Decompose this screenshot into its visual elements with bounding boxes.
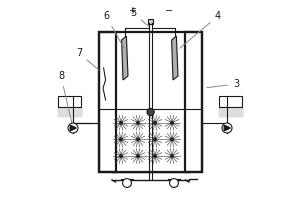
Circle shape	[154, 155, 156, 157]
Bar	[99, 32, 202, 172]
Circle shape	[120, 138, 122, 141]
Bar	[185, 32, 202, 172]
Polygon shape	[224, 125, 230, 131]
Polygon shape	[172, 36, 178, 80]
Text: +: +	[128, 6, 136, 16]
Bar	[58, 96, 81, 116]
Circle shape	[171, 122, 173, 124]
Text: 6: 6	[103, 11, 124, 48]
Circle shape	[169, 179, 178, 187]
Text: 7: 7	[76, 48, 99, 70]
Text: −: −	[165, 6, 173, 16]
Circle shape	[137, 122, 139, 124]
Text: 3: 3	[207, 79, 239, 89]
Polygon shape	[122, 36, 128, 80]
Circle shape	[68, 123, 78, 133]
Circle shape	[222, 123, 232, 133]
Circle shape	[171, 138, 173, 141]
Text: 4: 4	[180, 11, 221, 48]
Circle shape	[123, 179, 131, 187]
Circle shape	[120, 155, 122, 157]
Circle shape	[137, 138, 139, 141]
Bar	[219, 96, 242, 116]
Circle shape	[154, 122, 156, 124]
Circle shape	[171, 155, 173, 157]
Circle shape	[154, 138, 156, 141]
Text: 5: 5	[130, 8, 148, 26]
Bar	[148, 19, 153, 24]
Circle shape	[147, 108, 154, 116]
Circle shape	[120, 122, 122, 124]
Polygon shape	[70, 125, 76, 131]
Bar	[99, 32, 116, 172]
Text: 8: 8	[58, 71, 72, 125]
Circle shape	[137, 155, 139, 157]
